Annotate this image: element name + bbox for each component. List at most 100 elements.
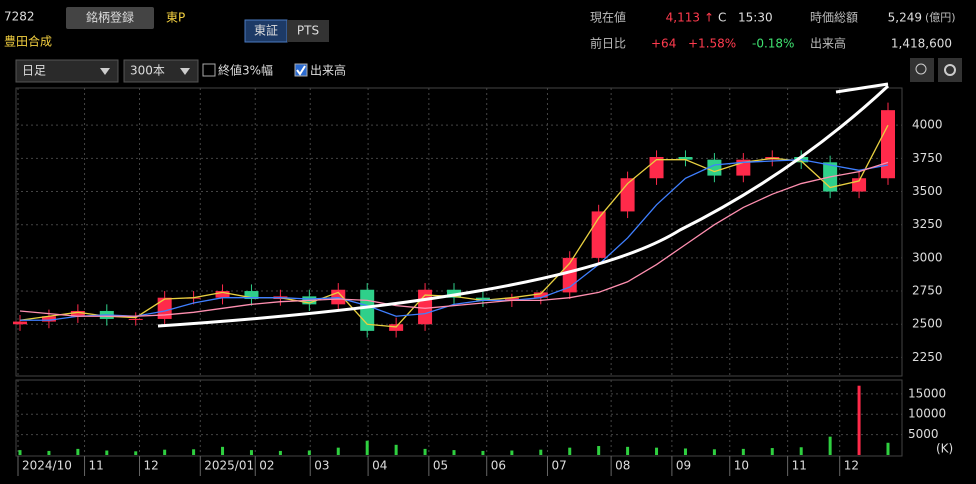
change: +64 [651,37,676,51]
volume-bar [626,446,630,455]
volume-bar [336,447,340,455]
volume-bar [510,450,514,455]
x-tick-label: 08 [615,459,630,473]
code: 7282 [4,10,35,24]
candle-body [128,318,143,320]
volume-bar [134,451,138,455]
trend-annotation [157,84,890,328]
label: 時価総額 [810,11,858,25]
moving-average [19,124,889,328]
y-tick-label: 10000 [908,407,946,421]
volume-bar [423,448,427,455]
x-tick-label: 10 [734,459,749,473]
dropdown-arrow [180,68,190,75]
change-pct: +1.58% [688,37,736,51]
volume-bar [539,449,543,455]
count: 300本 [130,64,165,78]
option: 終値3%幅 [218,63,273,78]
volume-bar [278,450,282,455]
price: 4,113 [666,11,700,25]
volume-bar [741,448,745,455]
x-tick-label: 03 [314,459,329,473]
volume-bar [568,447,572,455]
volume-bar [481,450,485,455]
volume-bar [597,446,601,455]
candle-body [707,159,722,176]
x-tick-label: 2025/01 [204,459,254,473]
candle-body [678,157,693,160]
volume-bar [394,444,398,455]
period: 日足 [22,64,46,78]
candle-body [215,291,230,298]
settings-icon [944,64,956,76]
y-tick-label: 5000 [908,427,939,441]
register-label: 銘柄登録 [86,10,134,25]
volume-bar [192,449,196,455]
volume-bar [452,450,456,455]
dropdown-arrow [100,68,110,75]
candle-body [504,297,519,301]
candle-body [13,321,27,325]
zoom-button[interactable] [910,58,934,82]
y-tick-label: 3250 [912,217,943,231]
period-select[interactable] [15,59,119,83]
x-tick-label: 05 [433,459,448,473]
trend-annotation [835,82,889,94]
x-tick-label: 02 [259,459,274,473]
volume-bar [828,436,832,455]
count-select[interactable] [123,59,199,83]
tab[interactable] [287,20,329,42]
zoom-icon [915,63,927,75]
candle-body [389,324,404,331]
x-tick-label: 04 [372,459,387,473]
register-button[interactable] [66,7,154,29]
volume-bar [799,447,803,455]
volume-bar [47,450,51,455]
y-tick-label: 2250 [912,350,943,364]
label: 前日比 [590,36,626,51]
candle-body [244,291,259,300]
candle-body [620,178,635,212]
volume-bar [655,447,659,455]
x-tick-label: 12 [144,459,159,473]
candle-body [881,110,895,179]
checkbox[interactable] [202,63,216,77]
volume-bar [105,450,109,455]
check-mark [296,65,306,76]
x-tick-label: 09 [676,459,691,473]
volume-bar [683,448,687,455]
x-tick-label: 06 [491,459,506,473]
volume-bar [249,450,253,455]
y-tick-label: 2750 [912,284,943,298]
time: 15:30 [738,11,773,25]
candle-body [475,297,490,301]
candle-body [157,297,172,319]
volume-bar [857,385,861,455]
price-panel [15,87,903,377]
volume-bar [712,449,716,455]
label: 現在値 [590,10,626,25]
market: 東P [166,11,185,25]
y-tick-label: 3000 [912,250,943,264]
candle-body [533,292,548,298]
x-tick-label: 11 [89,459,104,473]
volume-bar [163,449,167,455]
moving-average [19,161,889,317]
arrow: ↑ [704,11,714,25]
y-tick-label: 2500 [912,317,943,331]
volume-bar [365,440,369,455]
volume-bar [18,450,22,455]
volume-bar [886,442,890,455]
candle-body [70,310,85,317]
volume-panel [15,379,903,457]
volume-bar [307,450,311,455]
cap: 5,249 [888,11,922,25]
y-tick-label: 3750 [912,151,943,165]
other-pct: -0.18% [752,37,794,51]
settings-button[interactable] [938,58,962,82]
volume-bar [221,446,225,455]
label: 出来高 [810,36,846,51]
y-tick-label: 4000 [912,118,943,132]
tab-label: PTS [297,24,319,38]
